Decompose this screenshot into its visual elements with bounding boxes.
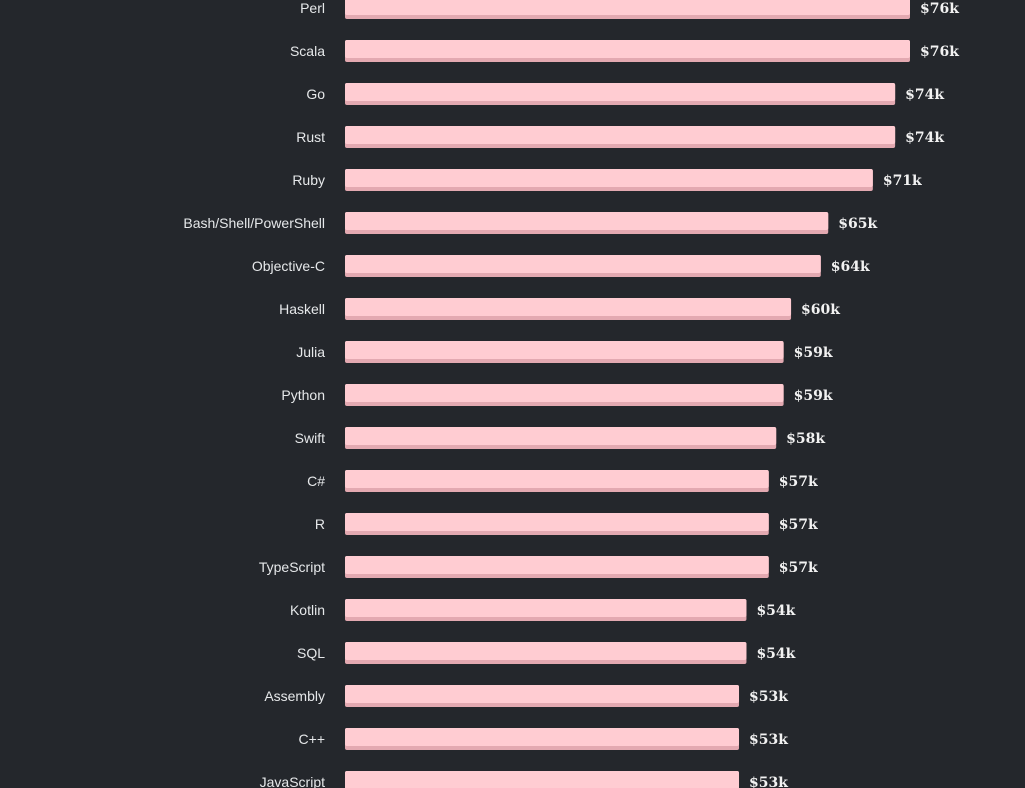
category-label: Bash/Shell/PowerShell (183, 215, 325, 231)
bar (345, 427, 777, 445)
value-label: $58k (786, 431, 825, 447)
bar (345, 470, 769, 488)
category-label: Kotlin (290, 602, 325, 618)
value-label: $53k (749, 732, 788, 748)
bar (345, 685, 740, 703)
category-label: Go (306, 86, 325, 102)
value-label: $54k (756, 646, 795, 662)
category-label: Perl (300, 0, 325, 16)
value-label: $53k (749, 775, 788, 788)
category-label: JavaScript (260, 774, 325, 788)
value-label: $65k (838, 216, 877, 232)
category-label: Python (281, 387, 325, 403)
category-label: Assembly (264, 688, 325, 704)
value-label: $57k (779, 474, 818, 490)
category-label: Swift (295, 430, 325, 446)
bar (345, 728, 740, 746)
category-label: Rust (296, 129, 325, 145)
category-label: Ruby (292, 172, 325, 188)
category-label: SQL (297, 645, 325, 661)
category-label: C# (307, 473, 325, 489)
category-label: Scala (290, 43, 325, 59)
value-label: $53k (749, 689, 788, 705)
value-label: $59k (794, 345, 833, 361)
bar (345, 298, 792, 316)
value-label: $76k (920, 44, 959, 60)
bars-group: Perl $76k Scala $76k Go $74k Rust $74k Ruby $71k B… (183, 0, 959, 788)
category-label: C++ (299, 731, 325, 747)
value-label: $64k (831, 259, 870, 275)
bar (345, 0, 910, 15)
category-label: TypeScript (259, 559, 325, 575)
bar (345, 599, 747, 617)
value-label: $60k (801, 302, 840, 318)
bar (345, 169, 873, 187)
value-label: $71k (883, 173, 922, 189)
bar (345, 642, 747, 660)
bar (345, 126, 896, 144)
value-label: $76k (920, 1, 959, 17)
value-label: $57k (779, 560, 818, 576)
bar (345, 255, 821, 273)
bar (345, 771, 740, 788)
category-label: Haskell (279, 301, 325, 317)
bar (345, 341, 784, 359)
bar (345, 384, 784, 402)
category-label: Objective-C (252, 258, 325, 274)
bar (345, 212, 829, 230)
value-label: $74k (905, 130, 944, 146)
category-label: R (315, 516, 325, 532)
value-label: $57k (779, 517, 818, 533)
value-label: $54k (756, 603, 795, 619)
value-label: $59k (794, 388, 833, 404)
bar (345, 40, 910, 58)
bar (345, 513, 769, 531)
value-label: $74k (905, 87, 944, 103)
bar (345, 83, 896, 101)
category-label: Julia (296, 344, 325, 360)
bar (345, 556, 769, 574)
